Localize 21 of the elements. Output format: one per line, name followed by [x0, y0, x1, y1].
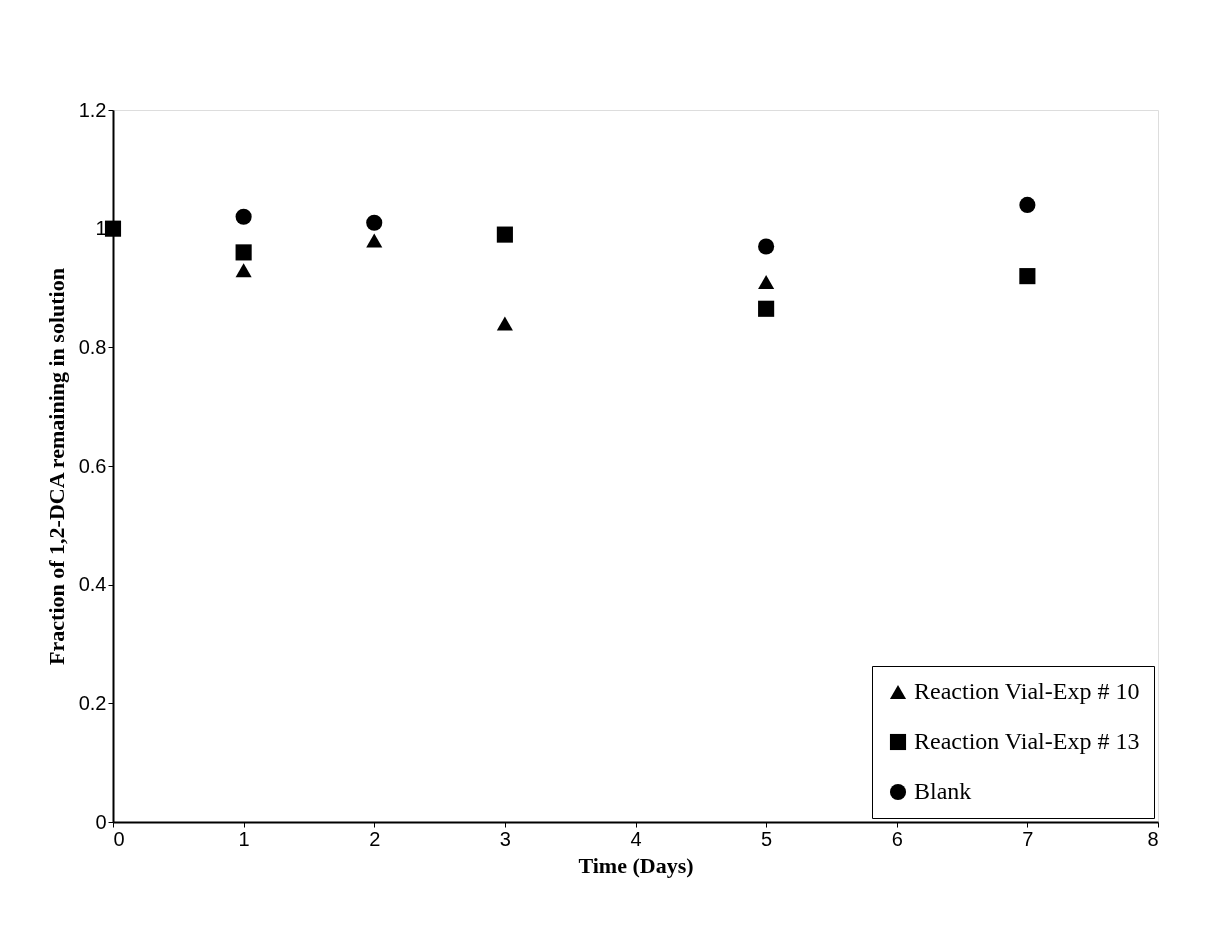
y-tick-label: 0.4: [78, 573, 107, 596]
x-tick-label: 8: [1147, 827, 1159, 850]
y-tick-label: 0: [95, 810, 107, 833]
x-tick-label: 0: [113, 827, 125, 850]
x-tick-label: 1: [238, 827, 250, 850]
x-axis-title: Time (Days): [578, 852, 694, 878]
y-axis-title: Fraction of 1,2-DCA remaining in solution: [43, 268, 69, 665]
x-tick-label: 4: [630, 827, 642, 850]
x-tick-label: 5: [761, 827, 773, 850]
x-tick-label: 7: [1022, 827, 1034, 850]
y-tick-label: 0.6: [78, 454, 107, 477]
legend-label: Reaction Vial-Exp # 10: [914, 678, 1140, 704]
y-tick-label: 1: [95, 217, 107, 240]
x-tick-label: 3: [499, 827, 511, 850]
legend-label: Blank: [914, 778, 972, 804]
x-tick-label: 2: [369, 827, 381, 850]
y-tick-label: 0.8: [78, 335, 107, 358]
y-tick-label: 0.2: [78, 691, 107, 714]
y-tick-label: 1.2: [78, 98, 107, 121]
legend-label: Reaction Vial-Exp # 13: [914, 728, 1140, 754]
x-tick-label: 6: [891, 827, 903, 850]
